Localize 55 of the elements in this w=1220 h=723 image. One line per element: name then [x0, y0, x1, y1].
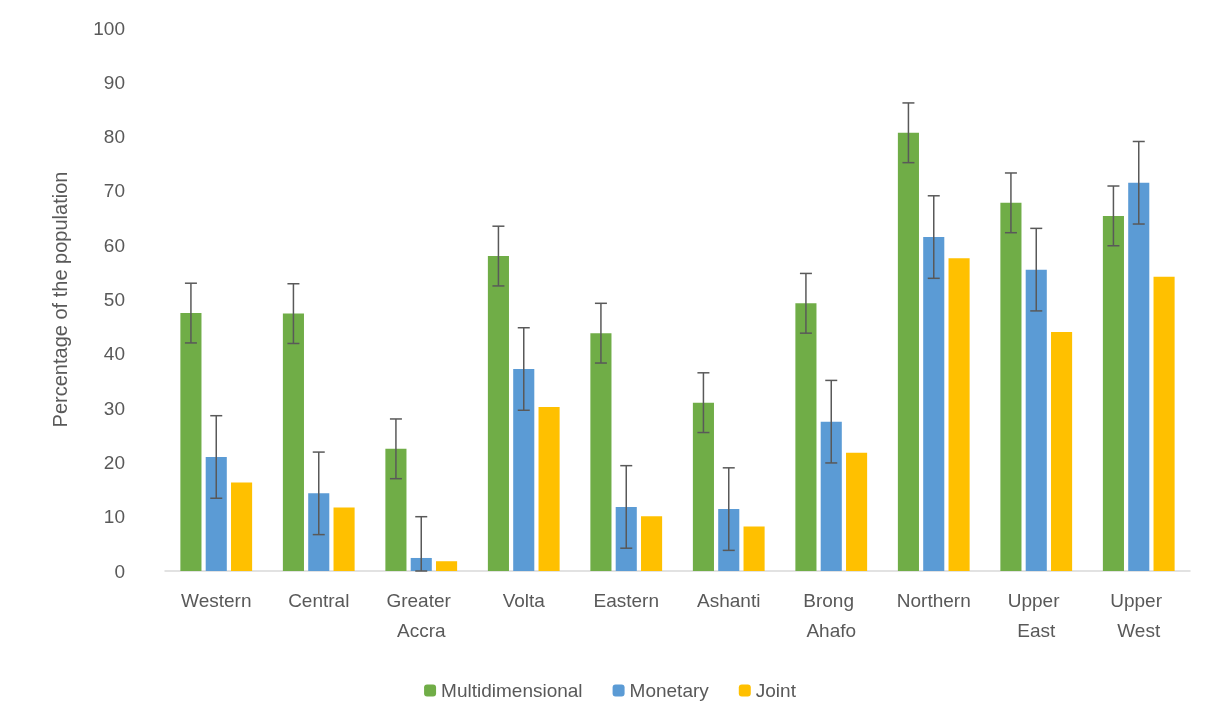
bar — [180, 313, 202, 571]
bar — [436, 561, 458, 571]
bar — [1102, 215, 1124, 571]
bar — [718, 509, 740, 571]
bar — [897, 132, 919, 571]
bar — [1000, 202, 1022, 571]
x-tick-label: Volta — [502, 589, 546, 611]
y-tick-label: 80 — [103, 126, 125, 148]
y-tick-label: 0 — [114, 560, 125, 582]
bar — [513, 369, 535, 571]
bar — [282, 313, 304, 571]
bar — [538, 407, 560, 571]
bar — [743, 526, 765, 571]
legend-label: Multidimensional — [441, 680, 583, 701]
y-tick-label: 10 — [103, 506, 125, 528]
x-tick-label: Upper West — [1110, 589, 1168, 641]
y-tick-label: 20 — [103, 451, 125, 473]
legend-label: Monetary — [629, 680, 710, 701]
x-tick-label: Western — [181, 589, 252, 611]
y-tick-label: 40 — [103, 343, 125, 365]
bar — [1025, 269, 1047, 571]
bar — [948, 258, 970, 571]
bar — [846, 452, 868, 571]
bar — [590, 333, 612, 571]
bar — [410, 557, 432, 571]
bar — [692, 402, 714, 571]
x-tick-label: Ashanti — [697, 589, 761, 611]
bar — [641, 516, 663, 571]
y-tick-label: 100 — [93, 17, 125, 39]
y-axis-title: Percentage of the population — [49, 171, 71, 428]
x-tick-label: Eastern — [593, 589, 659, 611]
x-tick-label: Central — [288, 589, 350, 611]
bar — [205, 456, 227, 571]
y-tick-label: 50 — [103, 289, 125, 310]
bar — [1051, 332, 1073, 571]
y-tick-label: 60 — [103, 234, 125, 256]
legend-label: Joint — [755, 680, 797, 701]
x-tick-label: Brong Ahafo — [803, 589, 860, 641]
bar — [795, 303, 817, 571]
bar — [487, 256, 509, 571]
y-tick-label: 70 — [103, 180, 125, 202]
bar — [308, 493, 330, 571]
x-tick-label: Northern — [896, 589, 971, 611]
bar — [1153, 276, 1175, 571]
y-tick-label: 30 — [103, 397, 125, 419]
bar — [385, 448, 407, 571]
bar — [231, 482, 253, 571]
bar — [923, 237, 945, 571]
bar — [333, 507, 355, 571]
x-tick-label: Upper East — [1007, 589, 1065, 641]
bar — [820, 421, 842, 571]
bar — [615, 506, 637, 571]
x-tick-label: Greater Accra — [386, 589, 457, 641]
y-tick-label: 90 — [103, 71, 125, 93]
bar — [1128, 182, 1150, 571]
